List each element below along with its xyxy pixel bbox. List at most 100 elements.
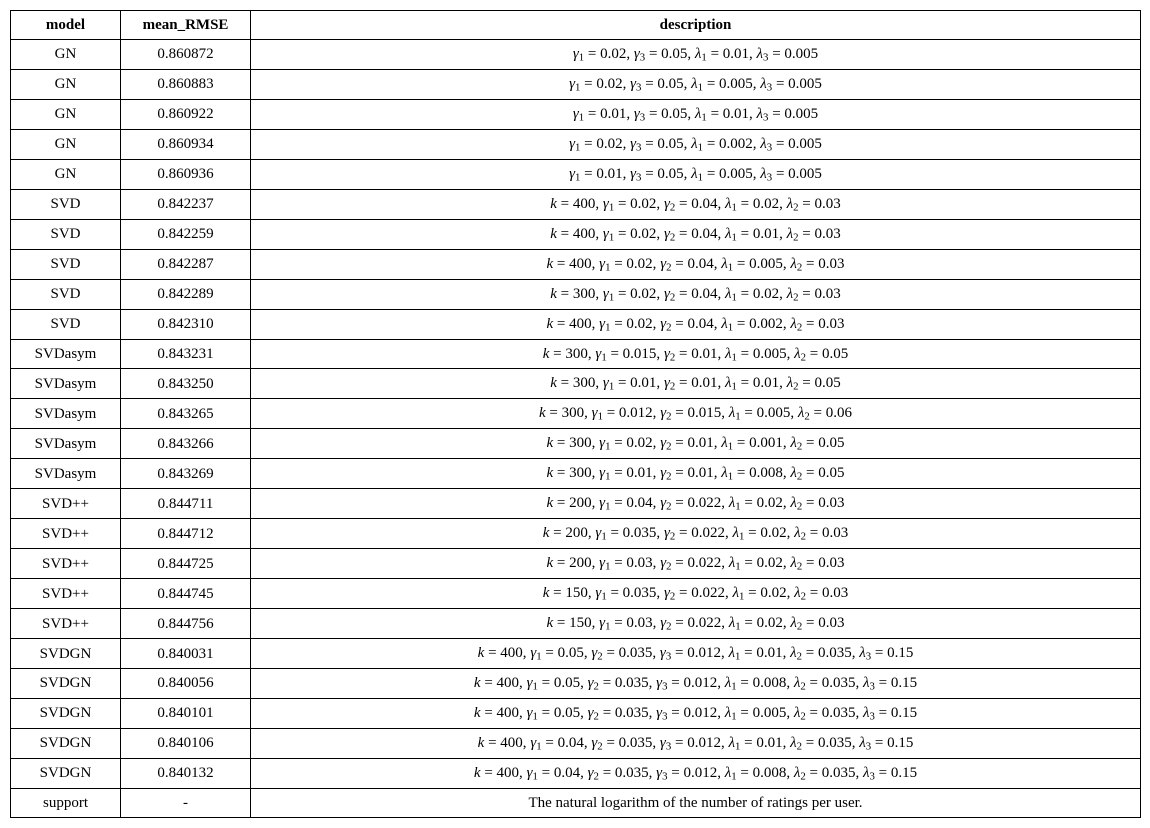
cell-model: GN — [11, 40, 121, 70]
cell-rmse: 0.844711 — [121, 489, 251, 519]
table-row: support-The natural logarithm of the num… — [11, 788, 1141, 817]
cell-model: GN — [11, 99, 121, 129]
cell-description: k = 300, γ1 = 0.015, γ2 = 0.01, λ1 = 0.0… — [251, 339, 1141, 369]
cell-model: SVDGN — [11, 728, 121, 758]
cell-rmse: 0.844756 — [121, 609, 251, 639]
table-row: SVDasym0.843231k = 300, γ1 = 0.015, γ2 =… — [11, 339, 1141, 369]
cell-rmse: 0.842310 — [121, 309, 251, 339]
cell-model: SVDGN — [11, 669, 121, 699]
cell-model: GN — [11, 69, 121, 99]
cell-model: SVDGN — [11, 758, 121, 788]
cell-description: k = 200, γ1 = 0.03, γ2 = 0.022, λ1 = 0.0… — [251, 549, 1141, 579]
cell-model: SVDasym — [11, 369, 121, 399]
cell-model: SVD++ — [11, 519, 121, 549]
cell-description: The natural logarithm of the number of r… — [251, 788, 1141, 817]
cell-rmse: 0.840132 — [121, 758, 251, 788]
cell-description: k = 150, γ1 = 0.03, γ2 = 0.022, λ1 = 0.0… — [251, 609, 1141, 639]
cell-model: SVDasym — [11, 339, 121, 369]
cell-description: k = 300, γ1 = 0.012, γ2 = 0.015, λ1 = 0.… — [251, 399, 1141, 429]
table-row: SVD++0.844712k = 200, γ1 = 0.035, γ2 = 0… — [11, 519, 1141, 549]
table-row: SVD++0.844756k = 150, γ1 = 0.03, γ2 = 0.… — [11, 609, 1141, 639]
col-header-rmse: mean_RMSE — [121, 11, 251, 40]
table-row: GN0.860936γ1 = 0.01, γ3 = 0.05, λ1 = 0.0… — [11, 159, 1141, 189]
cell-description: γ1 = 0.01, γ3 = 0.05, λ1 = 0.005, λ3 = 0… — [251, 159, 1141, 189]
cell-rmse: 0.842259 — [121, 219, 251, 249]
cell-description: k = 400, γ1 = 0.04, γ2 = 0.035, γ3 = 0.0… — [251, 728, 1141, 758]
cell-model: SVD — [11, 219, 121, 249]
cell-rmse: 0.840056 — [121, 669, 251, 699]
table-row: SVD0.842287k = 400, γ1 = 0.02, γ2 = 0.04… — [11, 249, 1141, 279]
cell-rmse: 0.860883 — [121, 69, 251, 99]
cell-description: k = 200, γ1 = 0.035, γ2 = 0.022, λ1 = 0.… — [251, 519, 1141, 549]
cell-model: SVDasym — [11, 399, 121, 429]
cell-model: SVDGN — [11, 698, 121, 728]
table-row: SVD++0.844745k = 150, γ1 = 0.035, γ2 = 0… — [11, 579, 1141, 609]
table-row: SVD0.842310k = 400, γ1 = 0.02, γ2 = 0.04… — [11, 309, 1141, 339]
cell-description: k = 400, γ1 = 0.02, γ2 = 0.04, λ1 = 0.01… — [251, 219, 1141, 249]
cell-rmse: 0.843266 — [121, 429, 251, 459]
cell-description: γ1 = 0.02, γ3 = 0.05, λ1 = 0.002, λ3 = 0… — [251, 129, 1141, 159]
table-row: SVD0.842237k = 400, γ1 = 0.02, γ2 = 0.04… — [11, 189, 1141, 219]
cell-description: k = 300, γ1 = 0.02, γ2 = 0.01, λ1 = 0.00… — [251, 429, 1141, 459]
col-header-model: model — [11, 11, 121, 40]
cell-description: k = 300, γ1 = 0.01, γ2 = 0.01, λ1 = 0.01… — [251, 369, 1141, 399]
cell-model: GN — [11, 129, 121, 159]
cell-description: k = 400, γ1 = 0.05, γ2 = 0.035, γ3 = 0.0… — [251, 669, 1141, 699]
cell-description: γ1 = 0.02, γ3 = 0.05, λ1 = 0.01, λ3 = 0.… — [251, 40, 1141, 70]
cell-rmse: 0.843265 — [121, 399, 251, 429]
cell-description: k = 400, γ1 = 0.02, γ2 = 0.04, λ1 = 0.00… — [251, 309, 1141, 339]
table-row: SVDasym0.843269k = 300, γ1 = 0.01, γ2 = … — [11, 459, 1141, 489]
table-row: SVDasym0.843266k = 300, γ1 = 0.02, γ2 = … — [11, 429, 1141, 459]
table-row: SVDGN0.840056k = 400, γ1 = 0.05, γ2 = 0.… — [11, 669, 1141, 699]
cell-rmse: 0.842237 — [121, 189, 251, 219]
table-row: SVDasym0.843265k = 300, γ1 = 0.012, γ2 =… — [11, 399, 1141, 429]
cell-model: SVD — [11, 249, 121, 279]
results-table: model mean_RMSE description GN0.860872γ1… — [10, 10, 1141, 818]
cell-model: support — [11, 788, 121, 817]
cell-model: SVD — [11, 279, 121, 309]
table-row: GN0.860922γ1 = 0.01, γ3 = 0.05, λ1 = 0.0… — [11, 99, 1141, 129]
cell-rmse: 0.840106 — [121, 728, 251, 758]
cell-rmse: 0.840101 — [121, 698, 251, 728]
cell-rmse: 0.843250 — [121, 369, 251, 399]
cell-model: SVD++ — [11, 549, 121, 579]
table-row: SVD0.842259k = 400, γ1 = 0.02, γ2 = 0.04… — [11, 219, 1141, 249]
cell-model: SVD++ — [11, 579, 121, 609]
table-row: SVDGN0.840031k = 400, γ1 = 0.05, γ2 = 0.… — [11, 639, 1141, 669]
cell-model: SVDasym — [11, 429, 121, 459]
cell-rmse: 0.844712 — [121, 519, 251, 549]
cell-description: k = 400, γ1 = 0.05, γ2 = 0.035, γ3 = 0.0… — [251, 698, 1141, 728]
cell-rmse: 0.844725 — [121, 549, 251, 579]
table-row: GN0.860883γ1 = 0.02, γ3 = 0.05, λ1 = 0.0… — [11, 69, 1141, 99]
cell-description: k = 300, γ1 = 0.01, γ2 = 0.01, λ1 = 0.00… — [251, 459, 1141, 489]
cell-rmse: 0.842287 — [121, 249, 251, 279]
cell-description: k = 400, γ1 = 0.04, γ2 = 0.035, γ3 = 0.0… — [251, 758, 1141, 788]
table-row: SVD++0.844711k = 200, γ1 = 0.04, γ2 = 0.… — [11, 489, 1141, 519]
cell-description: k = 200, γ1 = 0.04, γ2 = 0.022, λ1 = 0.0… — [251, 489, 1141, 519]
table-row: SVD0.842289k = 300, γ1 = 0.02, γ2 = 0.04… — [11, 279, 1141, 309]
cell-model: SVD — [11, 309, 121, 339]
cell-model: SVD++ — [11, 609, 121, 639]
cell-description: k = 300, γ1 = 0.02, γ2 = 0.04, λ1 = 0.02… — [251, 279, 1141, 309]
cell-model: GN — [11, 159, 121, 189]
table-header-row: model mean_RMSE description — [11, 11, 1141, 40]
table-row: SVDasym0.843250k = 300, γ1 = 0.01, γ2 = … — [11, 369, 1141, 399]
cell-rmse: 0.843231 — [121, 339, 251, 369]
table-row: SVDGN0.840101k = 400, γ1 = 0.05, γ2 = 0.… — [11, 698, 1141, 728]
cell-rmse: 0.860872 — [121, 40, 251, 70]
table-row: SVD++0.844725k = 200, γ1 = 0.03, γ2 = 0.… — [11, 549, 1141, 579]
cell-description: k = 400, γ1 = 0.02, γ2 = 0.04, λ1 = 0.02… — [251, 189, 1141, 219]
cell-rmse: 0.843269 — [121, 459, 251, 489]
cell-model: SVDGN — [11, 639, 121, 669]
cell-rmse: - — [121, 788, 251, 817]
cell-description: k = 400, γ1 = 0.02, γ2 = 0.04, λ1 = 0.00… — [251, 249, 1141, 279]
col-header-desc: description — [251, 11, 1141, 40]
cell-rmse: 0.840031 — [121, 639, 251, 669]
cell-description: k = 150, γ1 = 0.035, γ2 = 0.022, λ1 = 0.… — [251, 579, 1141, 609]
table-row: GN0.860872γ1 = 0.02, γ3 = 0.05, λ1 = 0.0… — [11, 40, 1141, 70]
cell-rmse: 0.860934 — [121, 129, 251, 159]
cell-description: γ1 = 0.02, γ3 = 0.05, λ1 = 0.005, λ3 = 0… — [251, 69, 1141, 99]
cell-rmse: 0.860936 — [121, 159, 251, 189]
cell-description: γ1 = 0.01, γ3 = 0.05, λ1 = 0.01, λ3 = 0.… — [251, 99, 1141, 129]
cell-rmse: 0.842289 — [121, 279, 251, 309]
